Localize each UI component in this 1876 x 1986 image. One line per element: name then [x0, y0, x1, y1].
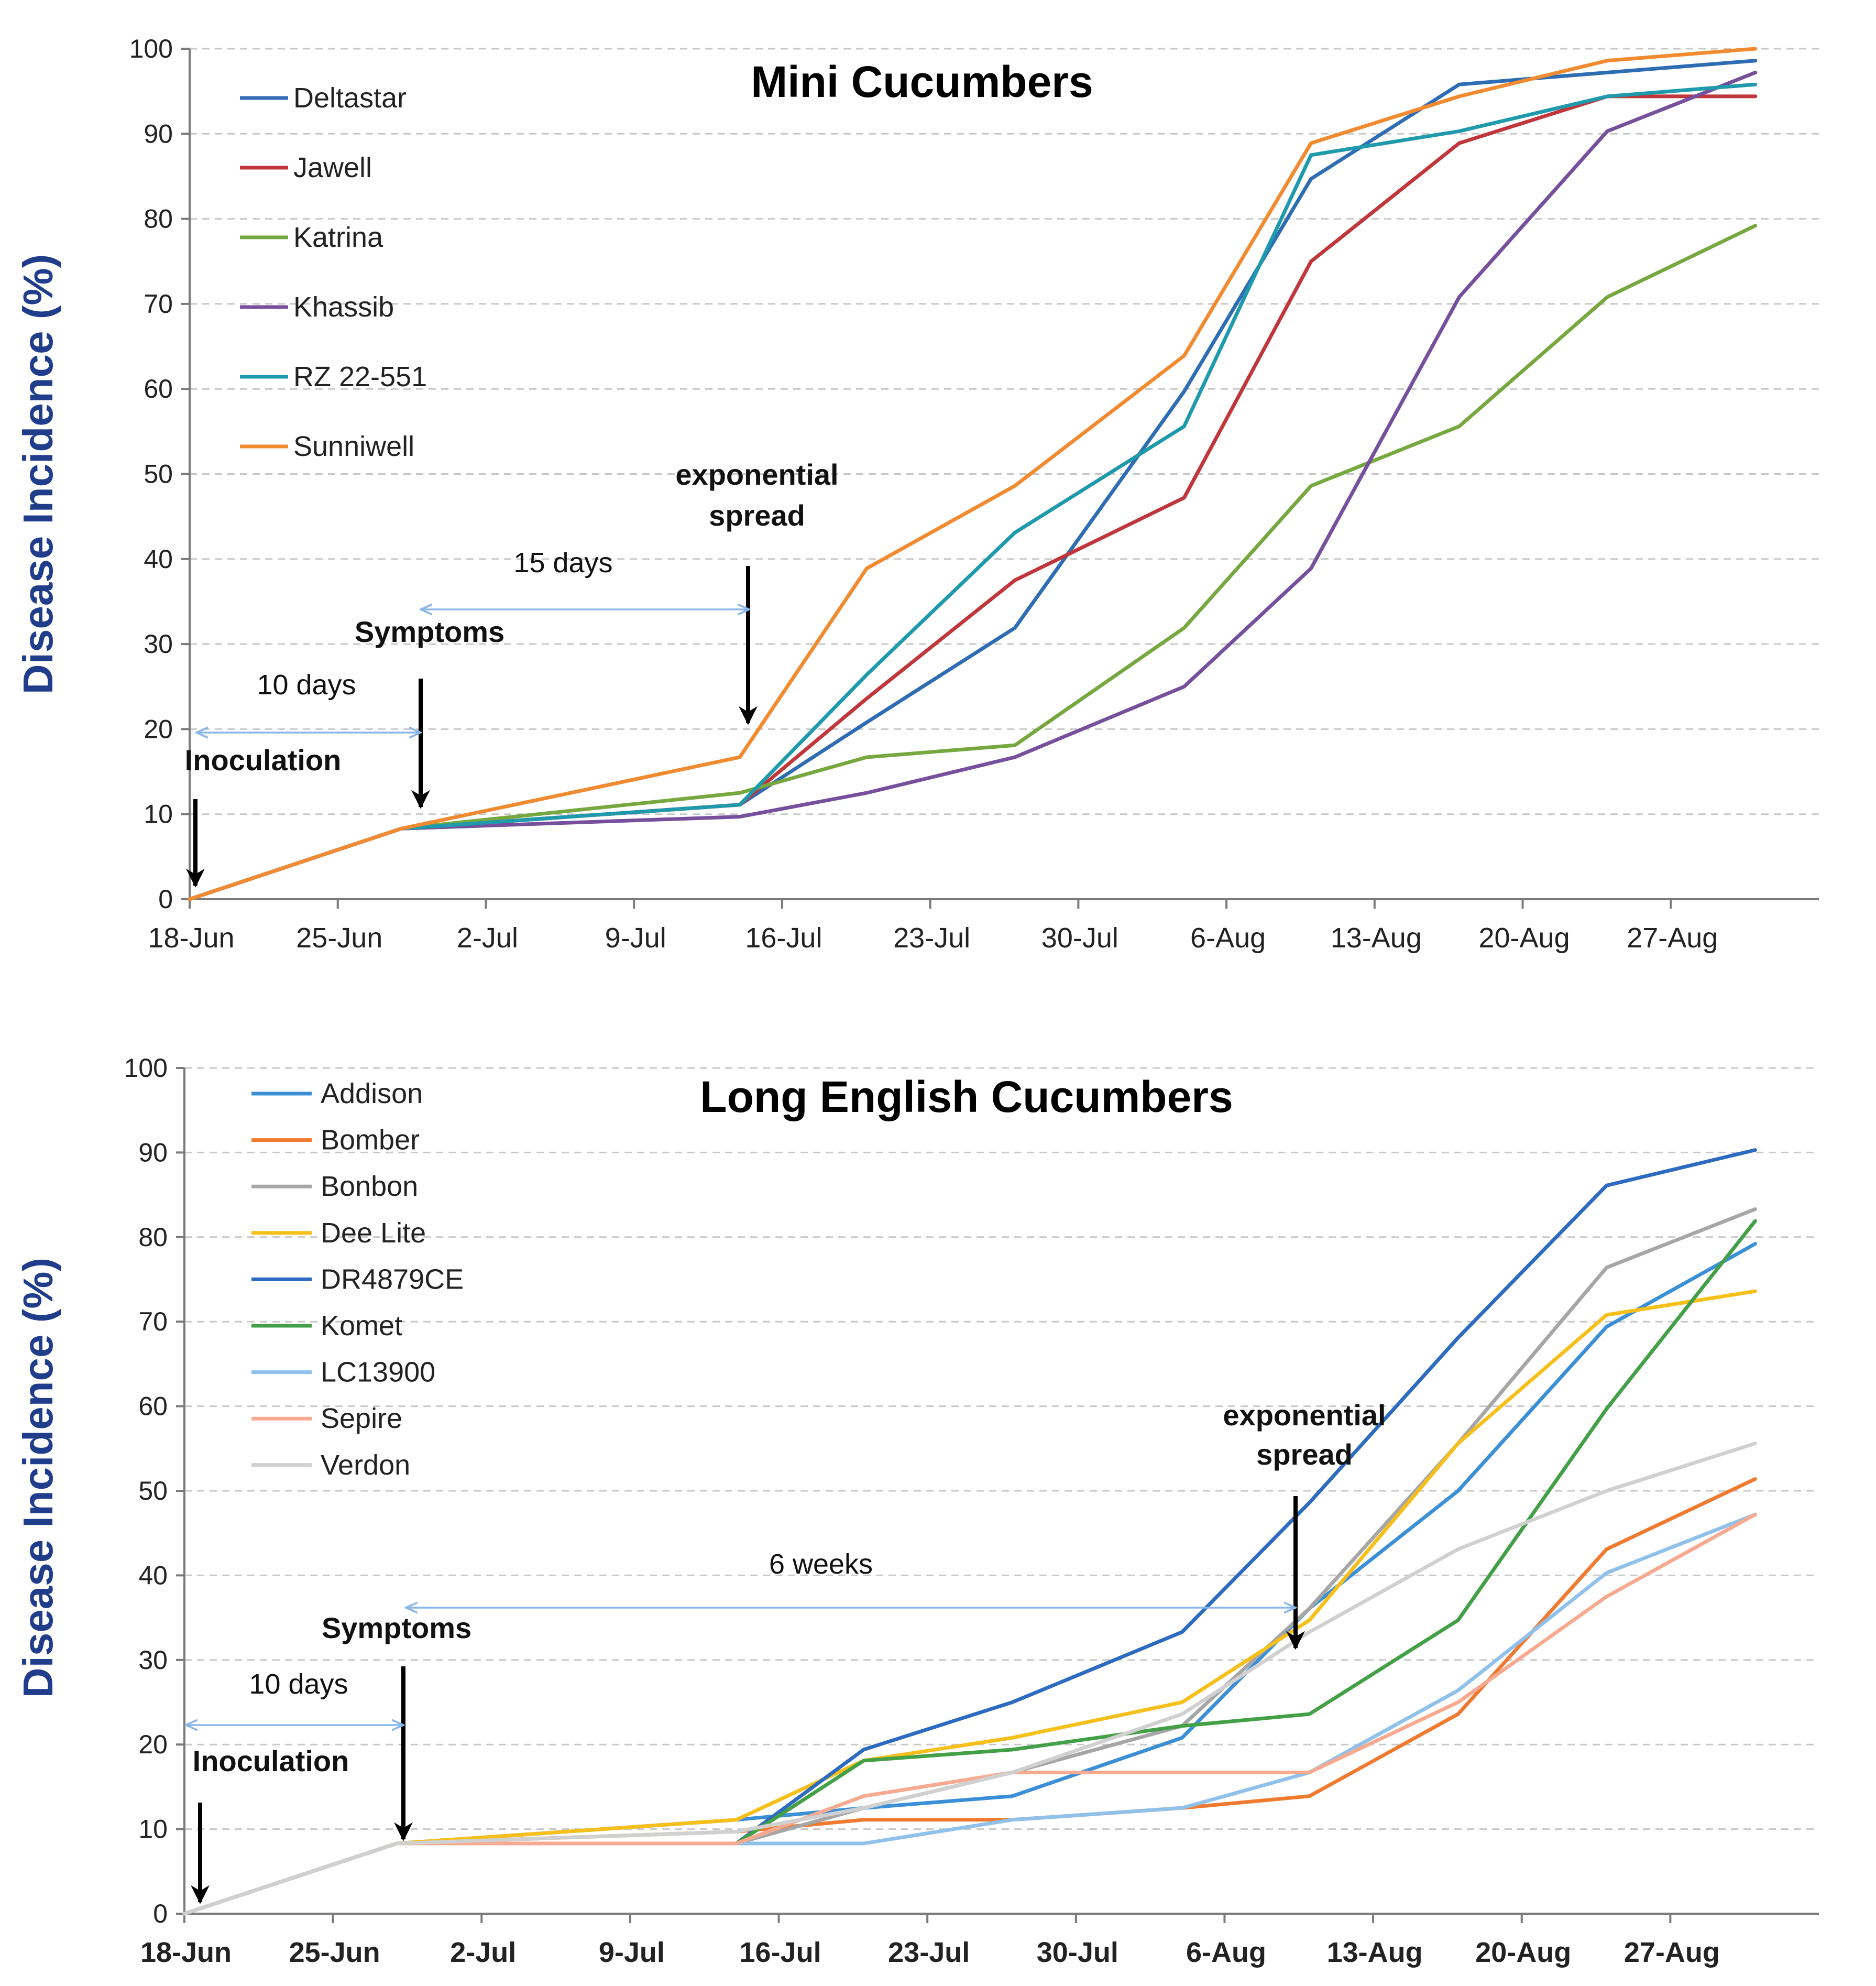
- x-tick-label-25-Jun: 25-Jun: [296, 922, 382, 954]
- y-tick-label-40: 40: [144, 544, 173, 574]
- x-tick-label-13-Aug: 13-Aug: [1327, 1937, 1423, 1968]
- annotation-10-days: 10 days: [257, 669, 356, 701]
- legend-label-jawell: Jawell: [293, 152, 372, 183]
- annotation-inoculation: Inoculation: [193, 1744, 349, 1777]
- long-english-cucumbers-chart: 0 10 20 30 40 50 60 70 80 90 100 18-Jun 25-Jun 2-Jul 9…: [15, 1053, 1819, 1968]
- y-tick-label-100: 100: [124, 1053, 168, 1083]
- annotation-exponential: exponential: [675, 458, 838, 491]
- y-tick-label-70: 70: [144, 289, 173, 319]
- series-line-verdon: [182, 1442, 1757, 1916]
- legend-label-lc13900: LC13900: [321, 1357, 435, 1388]
- annotation-symptoms: Symptoms: [322, 1611, 471, 1644]
- y-tick-label-0: 0: [153, 1899, 168, 1928]
- legend-label-dr4879ce: DR4879CE: [321, 1263, 464, 1295]
- annotation-spread: spread: [1256, 1438, 1353, 1471]
- annotation-15-days: 15 days: [513, 547, 612, 579]
- legend-label-katrina: Katrina: [293, 222, 383, 253]
- series-line-sunniwell: [188, 47, 1758, 901]
- x-tick-label-27-Aug: 27-Aug: [1627, 922, 1718, 954]
- y-tick-label-10: 10: [138, 1815, 168, 1844]
- annotation-symptoms: Symptoms: [355, 615, 504, 648]
- x-tick-label-6-Aug: 6-Aug: [1186, 1937, 1266, 1968]
- series-line-sepire: [182, 1512, 1757, 1916]
- x-tick-label-23-Jul: 23-Jul: [893, 922, 970, 954]
- x-tick-label-18-Jun: 18-Jun: [148, 922, 234, 954]
- legend-label-deltastar: Deltastar: [293, 82, 407, 114]
- chart-title: Mini Cucumbers: [751, 57, 1093, 106]
- y-tick-label-70: 70: [138, 1307, 168, 1336]
- legend-label-rz-22-551: RZ 22-551: [293, 361, 427, 392]
- legend-label-bonbon: Bonbon: [321, 1171, 418, 1202]
- x-tick-label-27-Aug: 27-Aug: [1624, 1937, 1720, 1968]
- x-tick-label-30-Jul: 30-Jul: [1041, 922, 1118, 954]
- y-tick-label-20: 20: [144, 714, 173, 744]
- legend-label-sunniwell: Sunniwell: [293, 431, 414, 462]
- annotation-exponential: exponential: [1223, 1399, 1386, 1432]
- y-tick-label-80: 80: [138, 1223, 168, 1252]
- y-tick-label-0: 0: [158, 885, 173, 914]
- y-tick-label-100: 100: [129, 34, 173, 63]
- x-tick-label-18-Jun: 18-Jun: [140, 1937, 232, 1968]
- y-tick-label-90: 90: [144, 119, 173, 148]
- annotation-inoculation: Inoculation: [185, 744, 342, 777]
- x-tick-label-9-Jul: 9-Jul: [599, 1937, 665, 1968]
- legend-label-addison: Addison: [321, 1078, 423, 1109]
- y-tick-label-80: 80: [144, 204, 173, 234]
- y-tick-label-20: 20: [138, 1730, 168, 1759]
- legend-label-verdon: Verdon: [321, 1449, 410, 1481]
- y-axis-label: Disease Incidence (%): [15, 1258, 61, 1698]
- legend-label-khassib: Khassib: [293, 291, 394, 323]
- y-axis-label: Disease Incidence (%): [15, 254, 61, 694]
- x-tick-label-30-Jul: 30-Jul: [1037, 1937, 1118, 1968]
- x-tick-label-2-Jul: 2-Jul: [450, 1937, 516, 1968]
- y-tick-label-60: 60: [138, 1392, 168, 1421]
- x-tick-label-20-Aug: 20-Aug: [1475, 1937, 1571, 1968]
- x-tick-label-13-Aug: 13-Aug: [1331, 922, 1422, 954]
- x-tick-label-2-Jul: 2-Jul: [457, 922, 518, 954]
- series-line-rz-22-551: [188, 82, 1758, 901]
- legend-label-bomber: Bomber: [321, 1125, 420, 1156]
- legend-label-dee-lite: Dee Lite: [321, 1217, 426, 1249]
- y-tick-label-40: 40: [138, 1561, 168, 1590]
- x-tick-label-25-Jun: 25-Jun: [289, 1937, 380, 1968]
- series-line-katrina: [188, 224, 1758, 901]
- y-tick-label-60: 60: [144, 374, 173, 403]
- x-tick-label-6-Aug: 6-Aug: [1190, 922, 1266, 954]
- y-tick-label-50: 50: [138, 1476, 168, 1505]
- y-tick-label-90: 90: [138, 1138, 168, 1167]
- y-tick-label-10: 10: [144, 800, 173, 829]
- mini-cucumbers-chart: 0 10 20 30 40 50 60 70 80 90 100 18-Jun 25-Jun 2-Jul 9…: [15, 34, 1819, 954]
- x-tick-label-9-Jul: 9-Jul: [605, 922, 666, 954]
- y-tick-label-50: 50: [144, 460, 173, 489]
- legend-label-sepire: Sepire: [321, 1403, 402, 1434]
- legend-label-komet: Komet: [321, 1310, 402, 1341]
- x-tick-label-16-Jul: 16-Jul: [745, 922, 822, 954]
- chart-title: Long English Cucumbers: [700, 1072, 1233, 1121]
- x-tick-label-23-Jul: 23-Jul: [888, 1937, 970, 1968]
- y-tick-label-30: 30: [144, 629, 173, 659]
- x-tick-label-16-Jul: 16-Jul: [740, 1937, 821, 1968]
- annotation-6-weeks: 6 weeks: [769, 1548, 873, 1580]
- y-tick-label-30: 30: [138, 1645, 168, 1675]
- x-tick-label-20-Aug: 20-Aug: [1478, 922, 1570, 954]
- annotation-spread: spread: [709, 499, 805, 532]
- series-line-dee-lite: [182, 1289, 1757, 1916]
- annotation-10-days: 10 days: [249, 1668, 348, 1700]
- series-line-khassib: [188, 70, 1758, 901]
